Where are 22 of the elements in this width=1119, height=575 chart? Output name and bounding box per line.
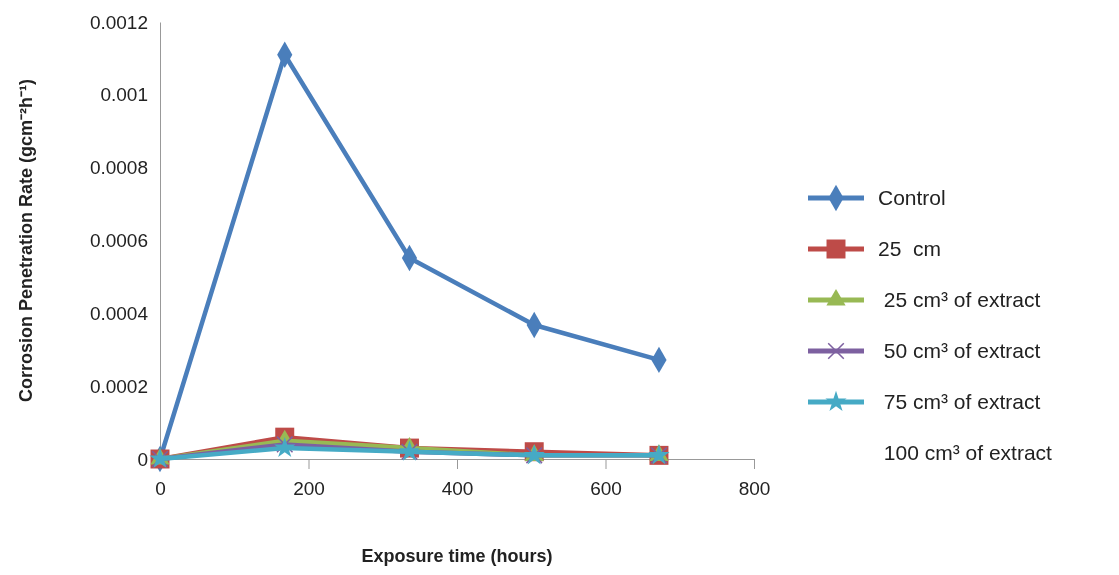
- point: [274, 436, 296, 458]
- x-tick-label: 200: [293, 477, 325, 499]
- y-tick-label: 0.0002: [89, 375, 148, 397]
- legend-label: 75 cm³ of extract: [878, 390, 1041, 414]
- y-tick-label: 0.001: [100, 84, 148, 106]
- point: [276, 435, 294, 453]
- y-axis-title: Corrosion Penetration Rate (gcm⁻²h⁻¹): [16, 78, 36, 403]
- x-tick-label: 0: [155, 477, 166, 499]
- y-tick-label: 0.0004: [89, 302, 149, 324]
- legend-label: 25 cm: [878, 237, 942, 261]
- y-tick-label: 0.0008: [89, 157, 148, 179]
- x-tick-label: 600: [590, 477, 622, 499]
- y-tick-label: 0: [137, 448, 148, 470]
- text: 100 cm³ of extract: [878, 441, 1053, 465]
- y-tick-label: 0.0006: [89, 230, 148, 252]
- x-tick-label: 800: [738, 477, 771, 499]
- y-tick-label: 0.0012: [89, 11, 148, 33]
- legend-label: Control: [878, 186, 946, 210]
- legend-label: 25 cm³ of extract: [878, 288, 1041, 312]
- x-axis-title: Exposure time (hours): [361, 546, 553, 566]
- legend-label: 50 cm³ of extract: [878, 339, 1041, 363]
- x-tick-label: 400: [441, 477, 474, 499]
